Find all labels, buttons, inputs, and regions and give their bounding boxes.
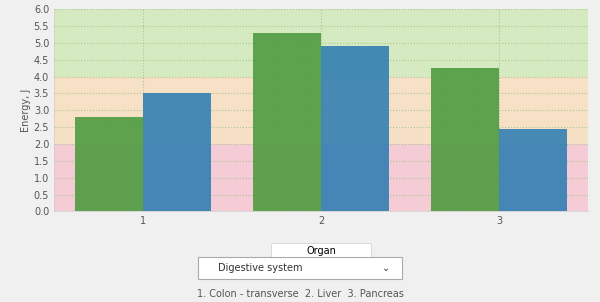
Bar [499, 129, 566, 211]
Legend: left, right: left, right [271, 243, 371, 275]
Text: 1. Colon - transverse  2. Liver  3. Pancreas: 1. Colon - transverse 2. Liver 3. Pancre… [197, 289, 403, 299]
Bar [253, 33, 321, 211]
Bar [54, 76, 588, 144]
FancyBboxPatch shape [198, 257, 402, 279]
Bar [431, 68, 499, 211]
Text: Digestive system: Digestive system [218, 263, 303, 273]
Bar [143, 93, 211, 211]
Bar [321, 46, 389, 211]
Bar [54, 9, 588, 76]
Text: ⌄: ⌄ [382, 263, 390, 273]
Y-axis label: Energy, J: Energy, J [21, 88, 31, 132]
Bar [76, 117, 143, 211]
Bar [54, 144, 588, 211]
